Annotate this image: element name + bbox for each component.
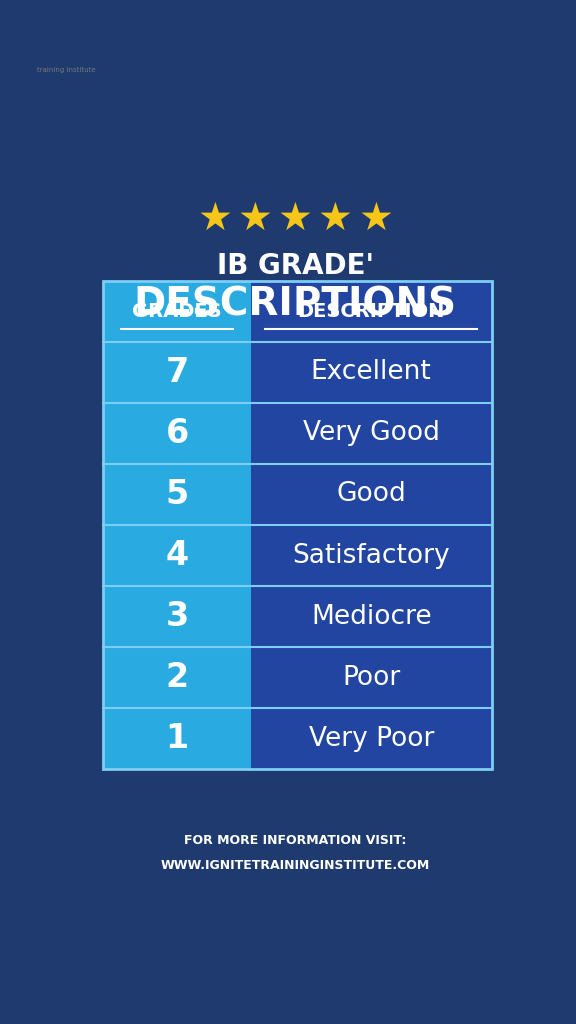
Text: Very Good: Very Good	[303, 420, 439, 446]
Text: Excellent: Excellent	[311, 359, 431, 385]
Text: 2: 2	[165, 662, 188, 694]
Bar	[103, 281, 251, 769]
Text: ★: ★	[198, 200, 232, 238]
Text: Very Poor: Very Poor	[309, 726, 434, 752]
Text: 3: 3	[165, 600, 189, 633]
Text: IB GRADE': IB GRADE'	[217, 252, 374, 281]
Text: ★: ★	[358, 200, 393, 238]
Text: Mediocre: Mediocre	[311, 604, 431, 630]
Text: DESCRIPTION: DESCRIPTION	[298, 302, 445, 321]
Text: GRADES: GRADES	[132, 302, 222, 321]
Text: ignite: ignite	[41, 32, 91, 47]
Text: 6: 6	[165, 417, 189, 450]
Text: 7: 7	[165, 355, 189, 389]
Text: ★: ★	[237, 200, 272, 238]
Text: WWW.IGNITETRAININGINSTITUTE.COM: WWW.IGNITETRAININGINSTITUTE.COM	[161, 859, 430, 872]
Text: ★: ★	[278, 200, 313, 238]
Text: FOR MORE INFORMATION VISIT:: FOR MORE INFORMATION VISIT:	[184, 834, 407, 847]
Text: Good: Good	[336, 481, 406, 508]
Text: Satisfactory: Satisfactory	[293, 543, 450, 568]
Text: training institute: training institute	[37, 68, 96, 73]
Text: 5: 5	[165, 478, 189, 511]
Text: DESCRIPTIONS: DESCRIPTIONS	[134, 286, 457, 324]
Text: 1: 1	[165, 722, 188, 756]
Text: 4: 4	[165, 539, 188, 572]
Text: ★: ★	[318, 200, 353, 238]
Bar	[103, 281, 491, 769]
Text: Poor: Poor	[342, 665, 400, 691]
Bar	[251, 281, 491, 769]
